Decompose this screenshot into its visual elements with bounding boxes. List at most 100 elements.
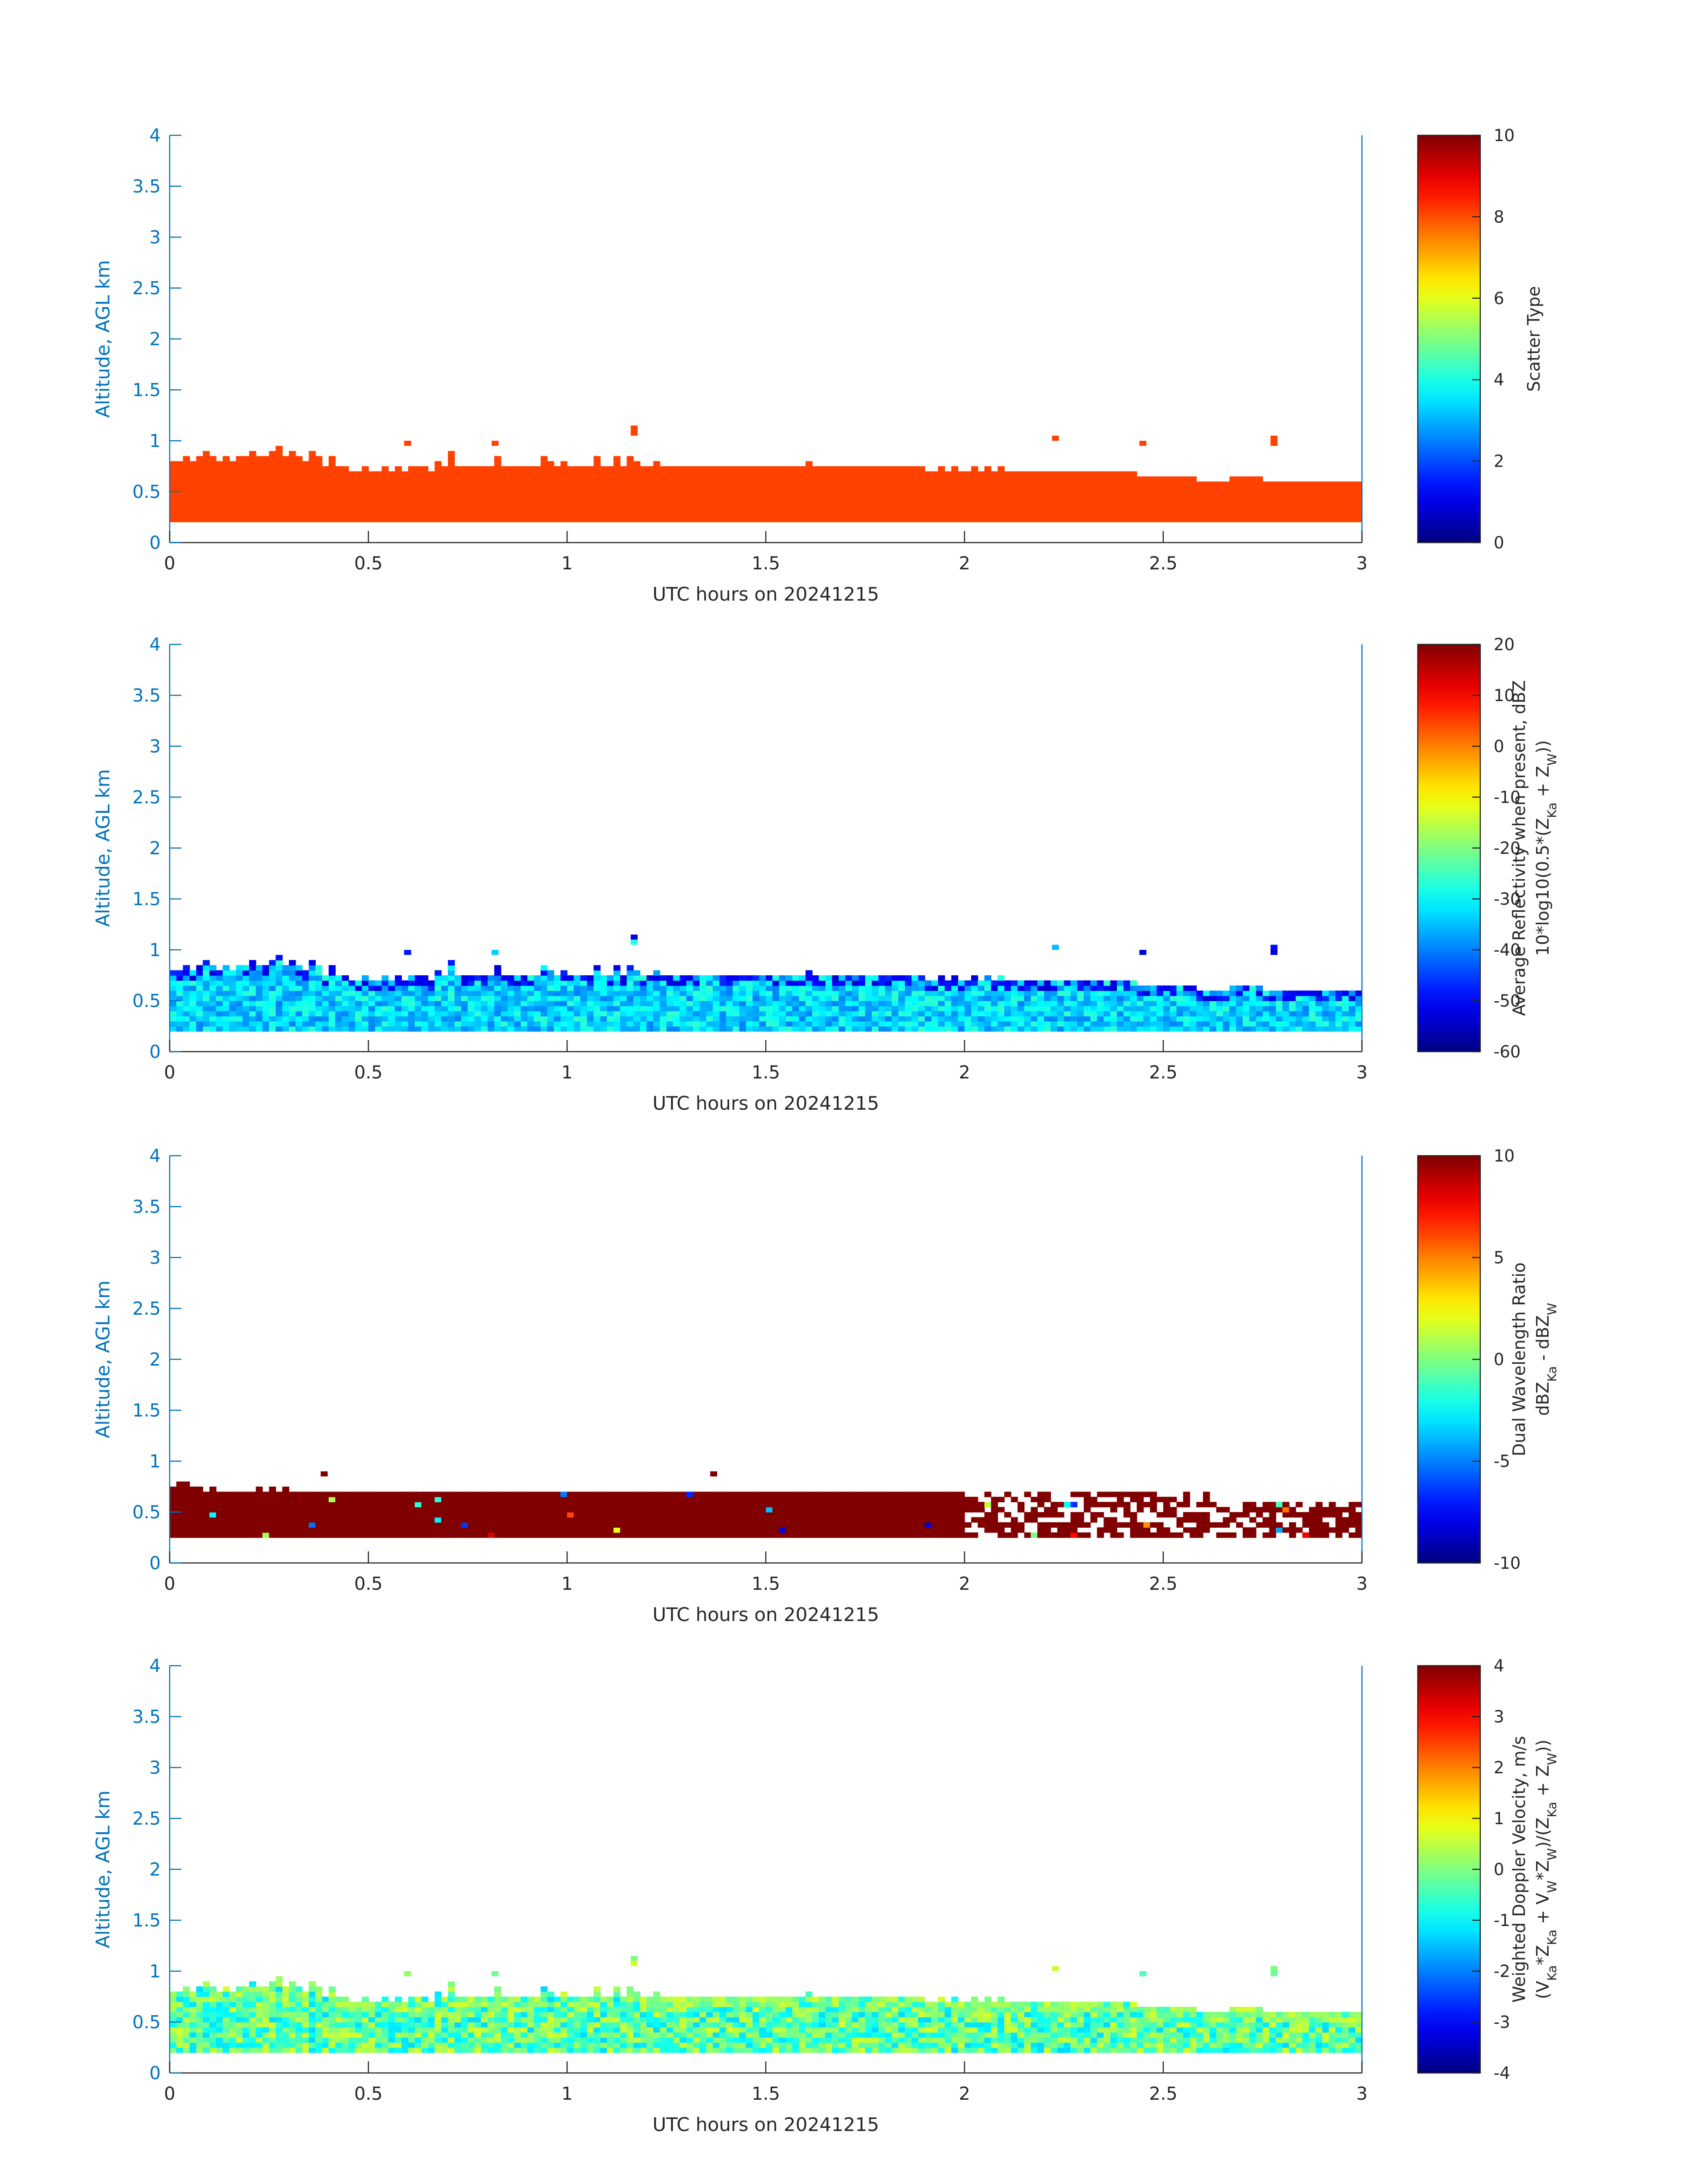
echo-cell bbox=[540, 980, 548, 986]
echo-cell bbox=[276, 985, 283, 991]
echo-cell bbox=[998, 1001, 1005, 1007]
echo-cell bbox=[474, 1997, 481, 2002]
echo-cell bbox=[514, 1026, 521, 1032]
echo-cell bbox=[885, 2042, 892, 2048]
echo-cell bbox=[222, 1496, 230, 1502]
echo-cell bbox=[965, 1011, 972, 1016]
echo-cell bbox=[1097, 995, 1104, 1001]
echo-cell bbox=[706, 1522, 714, 1528]
echo-cell bbox=[666, 1021, 674, 1027]
echo-cell bbox=[613, 1512, 621, 1518]
echo-cell bbox=[1004, 980, 1011, 986]
echo-cell bbox=[1223, 1021, 1230, 1027]
echo-cell bbox=[713, 1502, 720, 1508]
echo-cell bbox=[1031, 1507, 1038, 1513]
echo-cell bbox=[938, 1502, 945, 1508]
echo-cell bbox=[858, 980, 866, 986]
echo-cell bbox=[421, 2032, 429, 2038]
echo-cell bbox=[640, 1502, 647, 1508]
echo-column bbox=[965, 471, 972, 522]
echo-column bbox=[872, 466, 879, 522]
echo-cell bbox=[183, 1492, 190, 1497]
echo-cell bbox=[507, 985, 515, 991]
echo-cell bbox=[944, 1517, 952, 1523]
echo-cell bbox=[739, 985, 747, 991]
echo-cell bbox=[699, 1006, 707, 1011]
echo-cell bbox=[865, 2002, 873, 2007]
echo-cell bbox=[1302, 990, 1310, 996]
echo-cell bbox=[931, 1006, 939, 1011]
echo-cell bbox=[944, 1507, 952, 1513]
echo-cell bbox=[262, 1016, 270, 1022]
echo-cell bbox=[1243, 990, 1250, 996]
echo-cell bbox=[408, 1001, 415, 1007]
echo-cell bbox=[898, 2037, 906, 2043]
echo-cell bbox=[699, 2002, 707, 2007]
echo-cell bbox=[693, 2047, 700, 2053]
echo-cell bbox=[925, 1532, 932, 1538]
echo-cell bbox=[414, 2032, 422, 2038]
echo-column bbox=[640, 466, 647, 522]
echo-column bbox=[1335, 481, 1343, 522]
echo-cell bbox=[925, 980, 932, 986]
echo-cell bbox=[381, 1016, 389, 1022]
y-tick-label: 1 bbox=[150, 431, 161, 451]
echo-cell bbox=[494, 1011, 501, 1016]
echo-cell bbox=[1024, 1001, 1031, 1007]
echo-cell bbox=[647, 1492, 654, 1497]
echo-cell bbox=[269, 2006, 276, 2012]
echo-cell bbox=[925, 1502, 932, 1508]
echo-cell bbox=[613, 1532, 621, 1538]
echo-cell bbox=[785, 1502, 793, 1508]
echo-cell bbox=[474, 2042, 481, 2048]
echo-cell bbox=[607, 1016, 614, 1022]
echo-cell bbox=[501, 2047, 508, 2053]
echo-cell bbox=[514, 2042, 521, 2048]
echo-cell bbox=[911, 985, 919, 991]
echo-cell bbox=[812, 2012, 819, 2018]
echo-cell bbox=[587, 1507, 594, 1513]
echo-column bbox=[785, 466, 793, 522]
echo-cell bbox=[507, 2006, 515, 2012]
echo-cell bbox=[680, 1527, 687, 1533]
echo-cell bbox=[282, 985, 289, 991]
echo-cell bbox=[461, 2012, 468, 2018]
echo-cell bbox=[1169, 1011, 1177, 1016]
echo-cell bbox=[461, 1997, 468, 2002]
echo-cell bbox=[1309, 1006, 1316, 1011]
echo-cell bbox=[819, 1011, 826, 1016]
colorbar-tick-label: 10 bbox=[1494, 126, 1515, 145]
echo-cell bbox=[1269, 1517, 1276, 1523]
echo-cell bbox=[183, 1011, 190, 1016]
echo-cell bbox=[295, 1507, 303, 1513]
echo-cell bbox=[1196, 1532, 1203, 1538]
echo-cell bbox=[242, 1496, 250, 1502]
echo-cell bbox=[170, 980, 177, 986]
echo-cell bbox=[825, 980, 833, 986]
echo-cell-isolated bbox=[491, 441, 499, 446]
echo-cell bbox=[885, 1001, 892, 1007]
echo-cell bbox=[375, 1011, 382, 1016]
echo-cell bbox=[408, 975, 415, 981]
echo-cell bbox=[315, 1522, 322, 1528]
echo-cell bbox=[1203, 1006, 1210, 1011]
echo-cell bbox=[600, 1001, 607, 1007]
echo-cell bbox=[845, 1496, 852, 1502]
echo-cell bbox=[1143, 1492, 1151, 1497]
echo-cell bbox=[401, 2037, 409, 2043]
echo-cell bbox=[991, 980, 998, 986]
echo-cell bbox=[600, 980, 607, 986]
echo-cell bbox=[593, 2042, 601, 2048]
echo-cell bbox=[209, 995, 217, 1001]
echo-cell bbox=[1130, 1512, 1137, 1518]
echo-cell bbox=[1243, 985, 1250, 991]
echo-cell bbox=[680, 1502, 687, 1508]
echo-cell bbox=[759, 1522, 766, 1528]
echo-cell bbox=[918, 990, 925, 996]
echo-cells bbox=[170, 934, 1362, 1032]
echo-cell bbox=[1335, 1512, 1343, 1518]
echo-cell bbox=[1130, 1026, 1137, 1032]
y-tick-label: 0 bbox=[150, 1042, 161, 1062]
echo-column bbox=[454, 466, 462, 522]
echo-cell bbox=[839, 1021, 846, 1027]
